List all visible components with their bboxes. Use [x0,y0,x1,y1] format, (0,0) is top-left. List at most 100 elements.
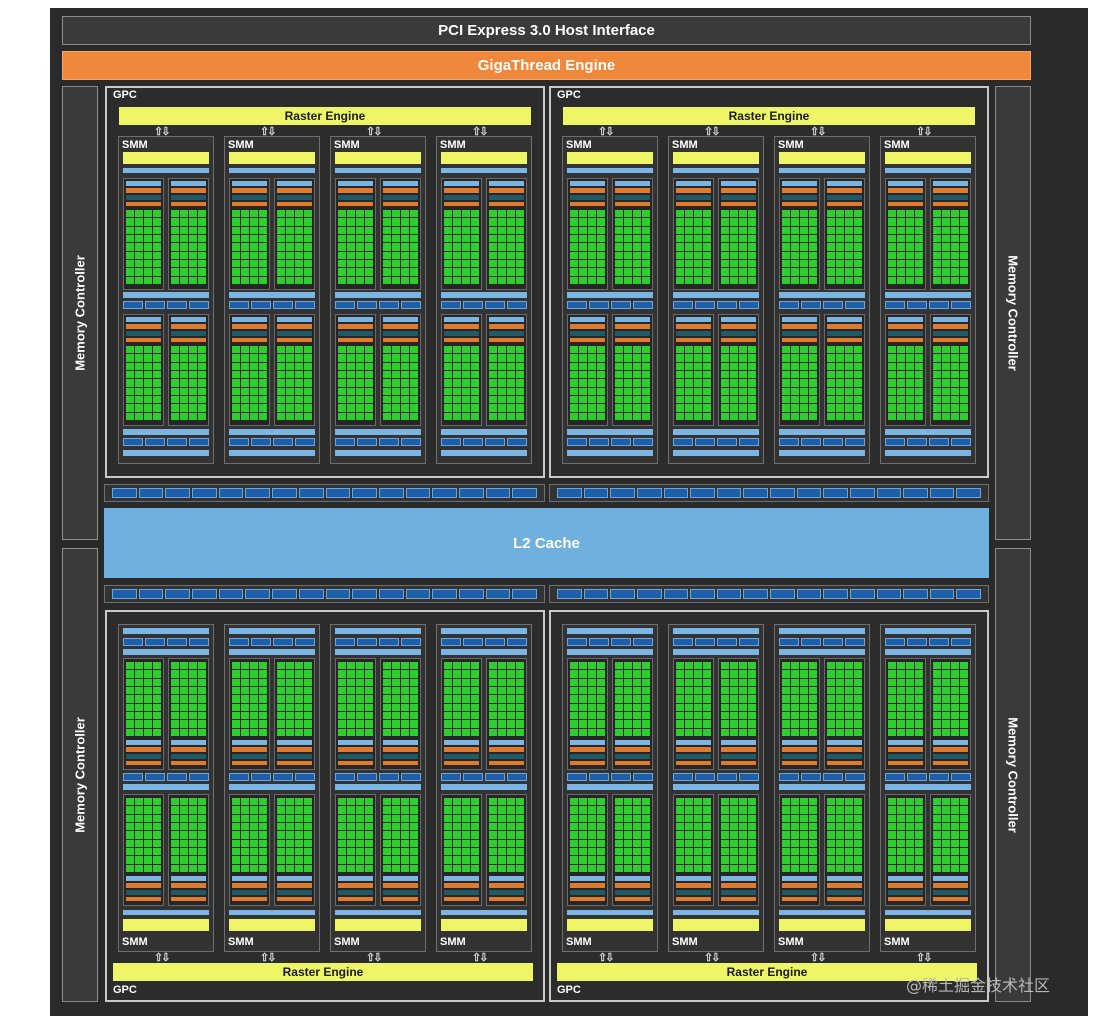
dispatch-unit [489,761,524,765]
cuda-core [579,404,587,412]
cuda-core [800,276,808,284]
cuda-core [942,276,950,284]
cuda-core [703,379,711,387]
warp-scheduler [489,883,524,888]
cuda-core [365,703,373,711]
dispatch-unit [338,202,373,206]
bidirectional-arrow-icon: ⇧⇩ [916,126,933,138]
cuda-core [241,235,249,243]
cuda-core [906,226,914,234]
cuda-core [295,379,303,387]
cuda-core [347,354,355,362]
cuda-core [960,823,968,831]
dispatch-unit [933,761,968,765]
cuda-core [198,831,206,839]
bidirectional-arrow-icon: ⇧⇩ [916,952,933,964]
cuda-core [507,404,515,412]
cuda-core [144,839,152,847]
cuda-core [250,210,258,218]
cuda-core [286,806,294,814]
cuda-core [854,798,862,806]
cuda-core [365,823,373,831]
cuda-core [171,379,179,387]
cuda-core [721,864,729,872]
texture-unit [951,301,971,309]
cuda-core [694,346,702,354]
cuda-core [180,346,188,354]
cuda-core [462,218,470,226]
cuda-core [694,864,702,872]
cuda-core [462,720,470,728]
cuda-core [960,354,968,362]
cuda-core [748,404,756,412]
cuda-core [906,839,914,847]
cuda-core [241,260,249,268]
cuda-core [462,814,470,822]
cuda-core [933,856,941,864]
cuda-core [241,243,249,251]
cuda-core [338,243,346,251]
cuda-core [570,839,578,847]
cuda-core [588,226,596,234]
cuda-core [516,662,524,670]
cuda-core [516,218,524,226]
cuda-core [295,839,303,847]
cuda-core [259,823,267,831]
cuda-core [338,387,346,395]
cuda-core [676,379,684,387]
cuda-core [462,703,470,711]
cuda-core [180,831,188,839]
cuda-core [694,371,702,379]
dispatch-unit [232,202,267,206]
cuda-core [144,396,152,404]
cuda-core [277,856,285,864]
cuda-core [453,371,461,379]
cuda-core [782,210,790,218]
cuda-core [703,856,711,864]
cuda-core [633,823,641,831]
cuda-core [498,687,506,695]
cuda-core [516,354,524,362]
cuda-core [153,260,161,268]
cuda-core [250,864,258,872]
cuda-core [241,839,249,847]
cuda-core [304,864,312,872]
cuda-core [642,720,650,728]
cuda-core [471,823,479,831]
warp-scheduler [444,324,479,329]
cuda-core [906,251,914,259]
memory-interface-cell [956,589,981,599]
cuda-core [401,379,409,387]
register-file [338,754,373,759]
cuda-core [516,362,524,370]
cuda-core [791,848,799,856]
dispatch-unit [615,761,650,765]
cuda-core [800,687,808,695]
cuda-core [180,823,188,831]
shared-memory [567,628,653,634]
dispatch-unit [444,338,479,342]
cuda-core [232,243,240,251]
texture-unit [823,638,843,646]
cuda-core [144,662,152,670]
cuda-core [410,276,418,284]
cuda-core [800,362,808,370]
cuda-core [356,728,364,736]
cuda-core [685,864,693,872]
cuda-core [960,404,968,412]
cuda-core [304,396,312,404]
cuda-core [960,268,968,276]
cuda-core [462,864,470,872]
instruction-buffer [277,876,312,881]
cuda-core [800,346,808,354]
cuda-core [721,251,729,259]
cuda-core [906,235,914,243]
cuda-core [471,712,479,720]
cuda-core [633,346,641,354]
cuda-core [444,362,452,370]
cuda-core [498,235,506,243]
cuda-core [748,226,756,234]
cuda-core [836,354,844,362]
smm-label: SMM [672,936,698,948]
cuda-core [392,362,400,370]
